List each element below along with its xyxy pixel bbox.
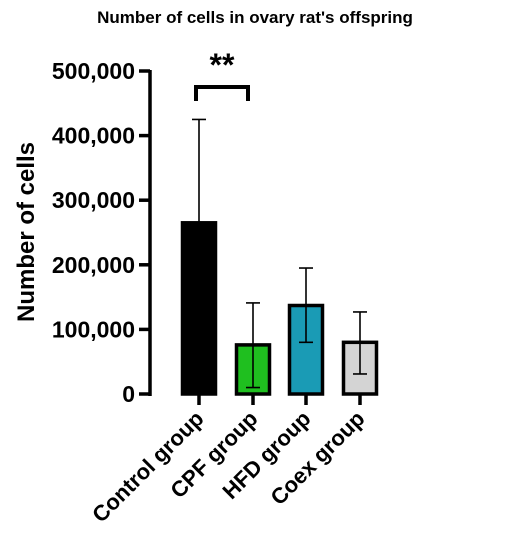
y-tick-label: 0	[122, 381, 135, 407]
y-axis-title: Number of cells	[13, 142, 40, 322]
y-tick-label: 300,000	[52, 187, 135, 213]
y-tick-label: 400,000	[52, 123, 135, 149]
y-tick-label: 200,000	[52, 252, 135, 278]
chart-title: Number of cells in ovary rat's offspring	[97, 8, 413, 27]
y-tick-label: 500,000	[52, 58, 135, 84]
significance-bracket	[194, 85, 250, 101]
bar	[180, 221, 218, 396]
significance-label: **	[210, 47, 235, 83]
y-tick-label: 100,000	[52, 316, 135, 342]
